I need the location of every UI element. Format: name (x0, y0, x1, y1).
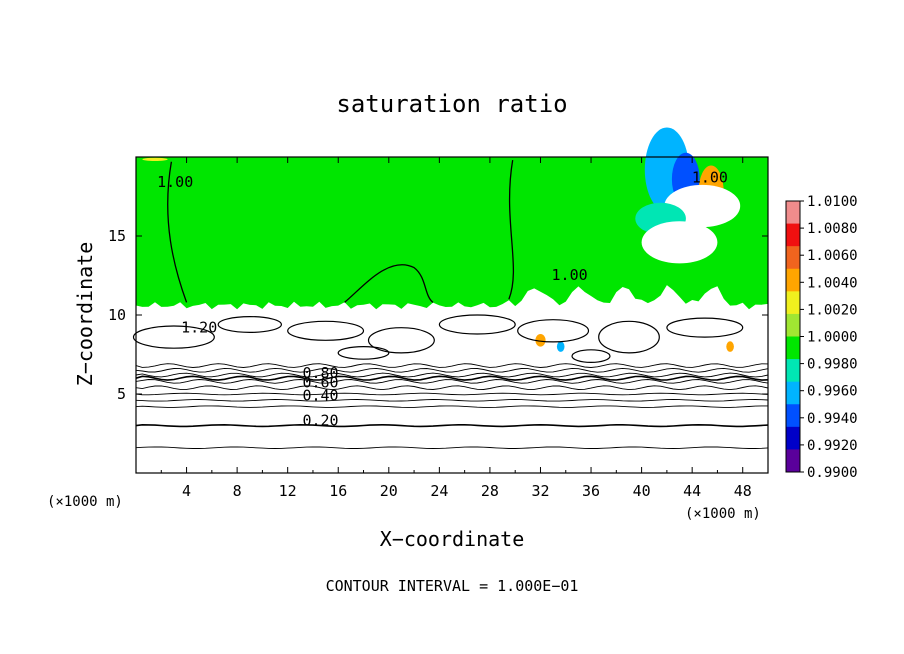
y-tick-label: 15 (108, 227, 126, 245)
y-tick-label: 5 (117, 385, 126, 403)
contour-line (135, 405, 768, 408)
x-unit-left: (×1000 m) (47, 494, 123, 510)
x-tick-label: 4 (182, 482, 191, 500)
colorbar-swatch (786, 223, 800, 247)
contour-label: 0.80 (302, 364, 338, 382)
contour-line (135, 392, 769, 396)
x-tick-label: 40 (633, 482, 651, 500)
x-tick-label: 8 (233, 482, 242, 500)
contour-loop (517, 319, 590, 343)
contour-loop (132, 325, 215, 349)
contour-label: 0.40 (302, 386, 338, 404)
blob-spot (535, 334, 546, 347)
contour-label: 0.20 (302, 412, 338, 430)
x-tick-label: 44 (683, 482, 701, 500)
colorbar-swatch (786, 201, 800, 225)
contour-label: 1.00 (552, 266, 588, 284)
contour-loop (571, 349, 611, 364)
y-tick-label: 10 (108, 306, 126, 324)
x-tick-label: 16 (329, 482, 347, 500)
contour-line (344, 264, 434, 303)
x-tick-label: 28 (481, 482, 499, 500)
x-tick-label: 48 (734, 482, 752, 500)
y-axis-ticks: 5 10 15 (108, 227, 768, 403)
contour-label: 1.00 (157, 173, 193, 191)
colorbar-swatch (786, 449, 800, 473)
contour-label: 1.00 (692, 168, 728, 186)
colorbar-label: 1.0080 (807, 221, 858, 237)
colorbar-label: 0.9940 (807, 411, 858, 427)
x-tick-label: 20 (380, 482, 398, 500)
colorbar-swatch (786, 426, 800, 450)
contour-lines (132, 160, 769, 449)
colorbar-label: 1.0020 (807, 302, 858, 318)
contour-line (135, 379, 769, 384)
colorbar-swatch (786, 313, 800, 337)
contour-loop (367, 327, 435, 354)
contour-line (135, 363, 769, 368)
contour-loop (337, 346, 390, 360)
colorbar-swatch (786, 291, 800, 315)
x-unit-right: (×1000 m) (685, 506, 761, 522)
colorbar-swatch (786, 381, 800, 405)
colorbar-swatch (786, 246, 800, 270)
contour-line (135, 399, 769, 402)
contour-line (135, 446, 769, 449)
colorbar-label: 1.0040 (807, 275, 858, 291)
contour-line (135, 367, 769, 373)
contour-line (135, 385, 769, 391)
x-axis-label: X−coordinate (380, 527, 525, 551)
colorbar-label: 0.9900 (807, 465, 858, 481)
x-tick-label: 12 (279, 482, 297, 500)
blob-white-2 (641, 221, 718, 264)
y-axis-label: Z−coordinate (73, 242, 97, 387)
colorbar-swatch (786, 359, 800, 383)
contour-line (167, 161, 188, 303)
contour-label: 0.60 (302, 374, 338, 392)
contour-loop (438, 314, 516, 335)
saturated-region (136, 157, 768, 310)
x-axis-ticks: 4 8 12 16 20 24 28 32 36 40 44 48 (160, 157, 752, 500)
blob-spot-3 (726, 341, 734, 352)
colorbar-label: 0.9960 (807, 384, 858, 400)
contour-loop (287, 320, 365, 341)
blob-top (142, 157, 168, 161)
contour-loop (598, 320, 660, 354)
contour-line (508, 160, 514, 300)
colorbar-swatch (786, 268, 800, 292)
contour-labels: 0.20 0.400.600.80 1.20 1.00 1.00 1.00 (157, 168, 728, 429)
colorbar-swatch (786, 404, 800, 428)
colorbar: 1.0100 1.0080 1.0060 1.0040 1.0020 1.0000 0.99… (785, 194, 858, 481)
colorbar-label: 0.9980 (807, 357, 858, 373)
colorbar-label: 1.0000 (807, 330, 858, 346)
colorbar-label: 0.9920 (807, 438, 858, 454)
color-anomalies (142, 127, 741, 352)
x-tick-label: 24 (430, 482, 448, 500)
plot-area: 0.20 0.400.600.80 1.20 1.00 1.00 1.00 (132, 127, 769, 474)
chart-title: saturation ratio (336, 90, 567, 118)
contour-line (135, 423, 769, 428)
contour-loop (217, 316, 282, 334)
contour-interval-note: CONTOUR INTERVAL = 1.000E−01 (326, 577, 579, 595)
contour-label: 1.20 (181, 318, 217, 336)
colorbar-label: 1.0060 (807, 248, 858, 264)
colorbar-label: 1.0100 (807, 194, 858, 210)
blob-spot-2 (556, 341, 565, 352)
contour-line (135, 375, 769, 381)
x-tick-label: 36 (582, 482, 600, 500)
contour-loop (666, 317, 744, 338)
colorbar-swatch (786, 336, 800, 360)
contour-line (135, 372, 769, 378)
x-tick-label: 32 (531, 482, 549, 500)
